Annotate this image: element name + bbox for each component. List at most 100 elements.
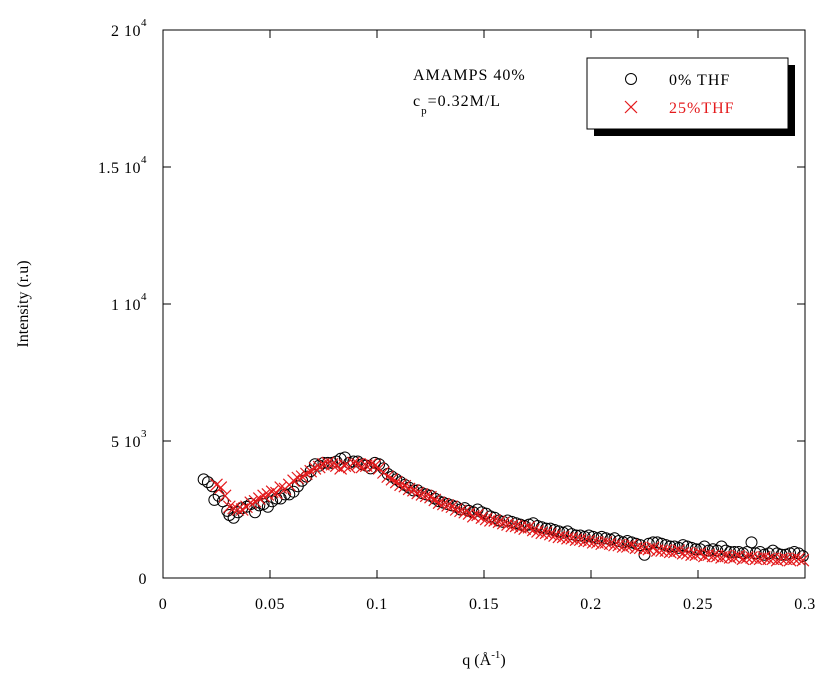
legend-box <box>586 57 789 130</box>
data-point-cross <box>445 500 459 514</box>
data-point-circle <box>296 474 309 487</box>
data-point-cross <box>214 481 228 495</box>
x-tick-labels: 0 0.05 0.1 0.15 0.2 0.25 0.3 <box>159 596 816 613</box>
series-1 <box>197 451 809 563</box>
data-point-cross <box>394 478 407 492</box>
data-point-circle <box>347 455 360 468</box>
x-tick-label: 0.1 <box>366 596 388 613</box>
data-point-cross <box>488 514 502 527</box>
data-point-cross <box>415 488 429 501</box>
data-point-cross <box>355 460 369 474</box>
data-point-circle <box>208 493 221 506</box>
y-tick-label: 1 104 <box>111 291 147 314</box>
data-point-circle <box>698 540 711 553</box>
data-point-cross <box>471 508 485 522</box>
data-point-cross <box>432 496 446 510</box>
annotation-subscript: p <box>421 105 428 117</box>
sample-annotation: AMAMPS 40% cp=0.32M/L <box>413 67 525 117</box>
annotation-concentration: cp=0.32M/L <box>413 93 501 117</box>
data-point-cross <box>672 544 686 558</box>
x-tick-label: 0.2 <box>580 596 602 613</box>
y-tick-exponent: 4 <box>141 154 147 166</box>
legend-marker-cross <box>624 100 638 114</box>
data-point-cross <box>509 519 523 533</box>
y-tick-mantissa: 0 <box>139 571 148 588</box>
data-point-cross <box>526 523 540 537</box>
x-tick-label: 0.05 <box>255 596 285 613</box>
data-point-cross <box>522 520 536 534</box>
data-point-cross <box>338 459 352 473</box>
data-point-cross <box>210 478 223 492</box>
x-tick-label: 0 <box>159 596 168 613</box>
data-point-cross <box>424 490 437 504</box>
data-points <box>197 451 810 567</box>
data-point-cross <box>364 457 378 471</box>
x-axis-unit: Å <box>480 651 492 669</box>
data-point-cross <box>368 459 382 473</box>
y-tick-mantissa: 5 10 <box>111 434 141 451</box>
data-point-cross <box>496 516 510 530</box>
data-point-cross <box>252 492 266 505</box>
data-point-cross <box>257 489 271 503</box>
data-point-cross <box>235 503 249 516</box>
data-point-cross <box>389 475 403 489</box>
data-point-circle <box>745 536 758 549</box>
data-point-cross <box>287 474 300 488</box>
legend-label: 0% THF <box>669 72 730 89</box>
data-point-cross <box>454 504 467 518</box>
y-tick-exponent: 3 <box>141 428 147 440</box>
x-axis-unit-exponent: -1 <box>491 649 500 661</box>
data-point-cross <box>599 535 613 549</box>
data-point-cross <box>299 467 313 481</box>
data-point-cross <box>231 503 245 516</box>
data-point-cross <box>244 496 258 510</box>
y-axis-title: Intensity (r.u) <box>15 260 32 347</box>
data-point-cross <box>304 464 318 478</box>
x-tick-label: 0.25 <box>683 596 713 613</box>
y-tick-mantissa: 1.5 10 <box>98 160 141 177</box>
data-point-cross <box>406 483 420 497</box>
data-point-cross <box>449 503 463 516</box>
series-2 <box>210 456 810 567</box>
data-point-cross <box>419 489 433 503</box>
annotation-c: c <box>413 93 421 110</box>
data-point-cross <box>625 538 639 552</box>
data-point-cross <box>385 472 399 486</box>
data-point-cross <box>436 497 450 511</box>
data-point-cross <box>222 500 236 514</box>
data-point-cross <box>265 485 279 499</box>
y-tick-label: 5 103 <box>111 428 147 451</box>
data-point-cross <box>402 482 416 496</box>
data-point-circle <box>231 506 244 519</box>
data-point-cross <box>321 456 335 470</box>
data-point-cross <box>274 481 288 495</box>
data-point-circle <box>317 456 330 469</box>
x-axis-title: q (Å-1) <box>462 649 505 669</box>
data-point-cross <box>291 471 305 485</box>
data-point-circle <box>775 548 788 561</box>
data-point-cross <box>325 457 339 471</box>
data-point-circle <box>304 465 317 478</box>
data-point-circle <box>638 548 651 561</box>
data-point-cross <box>492 515 506 529</box>
data-point-cross <box>248 494 262 508</box>
x-tick-label: 0.3 <box>794 596 816 613</box>
y-tick-exponent: 4 <box>141 291 147 303</box>
data-point-cross <box>269 486 283 500</box>
data-point-cross <box>381 470 395 484</box>
legend-label: 25%THF <box>669 100 735 117</box>
y-tick-exponent: 4 <box>141 17 147 29</box>
legend-marker-circle <box>625 73 637 85</box>
data-point-cross <box>347 456 360 470</box>
data-point-cross <box>539 526 553 540</box>
annotation-value: =0.32M/L <box>428 93 501 110</box>
data-point-cross <box>792 552 806 566</box>
legend: 0% THF 25%THF <box>586 57 795 136</box>
y-tick-mantissa: 1 10 <box>111 297 141 314</box>
axis-ticks <box>162 29 806 579</box>
data-point-cross <box>411 486 425 500</box>
data-point-cross <box>646 541 660 555</box>
y-tick-mantissa: 2 10 <box>111 23 141 40</box>
